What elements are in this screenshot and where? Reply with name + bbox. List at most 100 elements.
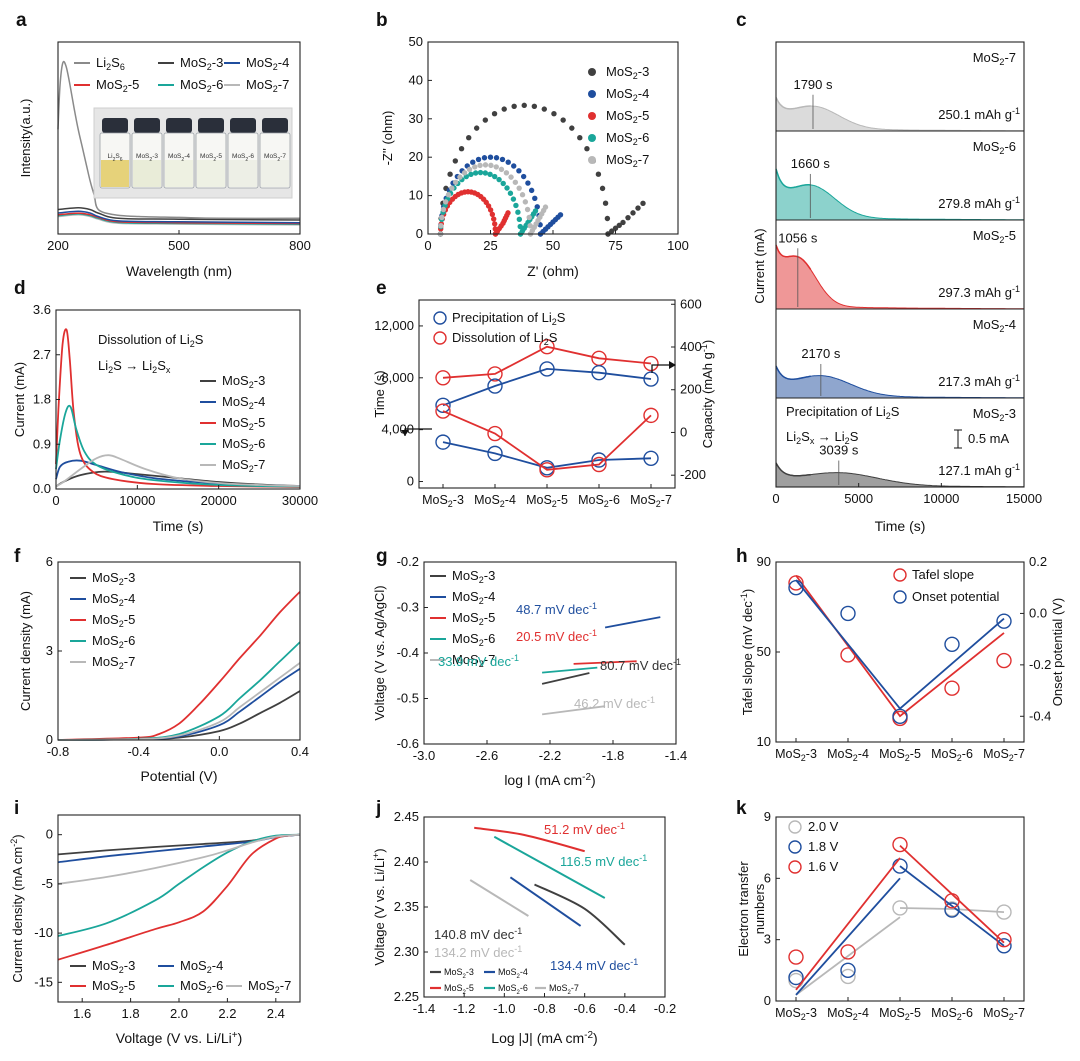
data-point-MoS2-3: [452, 158, 459, 164]
data-point-Dissolution capacity: [435, 403, 451, 419]
fit-line-2.0 V: [899, 907, 1005, 913]
slope-label-MoS2-3: 80.7 mV dec-1: [600, 657, 681, 673]
y-tick-label: -10: [34, 925, 53, 940]
vial-label: MoS2-6: [232, 153, 254, 163]
series-name-MoS2-5: MoS2-5: [973, 228, 1016, 245]
vial-label: MoS2-5: [200, 153, 222, 163]
data-point-MoS2-3: [630, 210, 636, 216]
slope-label-MoS2-4: 134.4 mV dec-1: [550, 957, 638, 973]
series-line-MoS2-4: [775, 365, 811, 380]
legend-entry-MoS2-3: MoS2-3: [452, 568, 495, 585]
data-point-MoS2-6: [487, 171, 493, 178]
y-tick-label: 0: [46, 827, 53, 842]
legend-entry-MoS2-7: MoS2-7: [452, 652, 495, 669]
data-point-MoS2-6: [482, 170, 489, 176]
y-axis-label: Current (mA): [12, 362, 27, 437]
data-point-MoS2-7: [498, 166, 505, 173]
left-axis-arrowhead: [401, 430, 409, 436]
data-point-Precipitation of Li2S: [591, 452, 607, 468]
series-line-MoS2-6: [493, 835, 606, 899]
data-point-Dissolution of Li2S: [487, 366, 503, 382]
y-tick-label: 10: [757, 734, 771, 749]
data-point-MoS2-4: [481, 155, 488, 161]
right-axis-arrow: [651, 364, 674, 373]
data-point-MoS2-7: [461, 170, 468, 176]
legend-entry-MoS2-5: MoS2-5: [606, 108, 649, 125]
data-point-MoS2-4: [493, 155, 500, 161]
data-point-MoS2-6: [507, 190, 514, 196]
legend-marker: [788, 820, 802, 834]
data-point-MoS2-6: [504, 185, 510, 191]
data-point-MoS2-3: [577, 135, 583, 141]
x-tick-label: 30000: [282, 493, 318, 508]
series-name-MoS2-3: MoS2-3: [973, 406, 1016, 423]
data-point-MoS2-4: [557, 212, 564, 218]
series-line-MoS2-4: [57, 210, 301, 224]
x-tick-label: 10000: [923, 491, 959, 506]
legend-marker: [588, 134, 596, 142]
data-point-MoS2-4: [532, 195, 538, 202]
x-tick-label: MoS2-6: [931, 747, 973, 763]
legend-entry-MoS2-5: MoS2-5: [92, 978, 135, 995]
scale-bar-label: 0.5 mA: [968, 431, 1010, 446]
data-point-MoS2-3: [491, 111, 498, 117]
note-reaction: Li2S → Li2Sx: [98, 358, 171, 375]
y-tick-label: -200: [680, 467, 706, 482]
x-axis-label: Wavelength (nm): [126, 263, 232, 279]
data-point-MoS2-7: [519, 192, 526, 198]
data-point-MoS2-7: [439, 214, 445, 221]
y-tick-label: -15: [34, 974, 53, 989]
y-tick-label: 30: [409, 111, 423, 126]
y-tick-label: 2.7: [33, 347, 51, 362]
x-tick-label: 15000: [1006, 491, 1042, 506]
y-tick-label: 0.0: [1029, 605, 1047, 620]
data-point-MoS2-7: [482, 162, 489, 168]
slope-label-MoS2-4: 48.7 mV dec-1: [516, 601, 597, 617]
legend-entry-Tafel slope: Tafel slope: [912, 567, 974, 582]
series-line-MoS2-4: [604, 616, 661, 629]
legend-entry-MoS2-3: MoS2-3: [92, 958, 135, 975]
x-tick-label: -1.0: [493, 1001, 515, 1016]
data-point-2.0 V: [996, 904, 1012, 920]
data-point-MoS2-3: [466, 135, 472, 141]
legend-entry-MoS2-3: MoS2-3: [92, 570, 135, 587]
legend-entry-MoS2-4: MoS2-4: [222, 394, 265, 411]
x-tick-label: MoS2-5: [526, 493, 568, 509]
x-axis-label: Time (s): [153, 518, 204, 534]
series-line-Precipitation capacity: [442, 367, 652, 407]
x-tick-label: -3.0: [413, 748, 435, 763]
panel-letter-e: e: [376, 278, 387, 299]
data-point-Precipitation capacity: [487, 378, 503, 394]
legend-marker: [588, 68, 596, 76]
x-tick-label: 100: [667, 238, 689, 253]
fit-line-1.6 V: [795, 857, 901, 991]
legend-entry-MoS2-3: MoS2-3: [180, 55, 223, 72]
data-point-MoS2-3: [635, 205, 641, 211]
fit-line-2.0 V: [795, 916, 901, 996]
data-point-Onset potential: [944, 636, 960, 652]
data-point-MoS2-3: [447, 171, 453, 177]
legend-entry-MoS2-6: MoS2-6: [92, 633, 135, 650]
series-line-MoS2-4: [57, 668, 301, 741]
series-line-MoS2-3: [57, 207, 301, 221]
x-tick-label: -1.2: [453, 1001, 475, 1016]
x-tick-label: 25: [483, 238, 497, 253]
legend-marker: [893, 590, 907, 604]
legend-entry-MoS2-5: MoS2-5: [222, 415, 265, 432]
x-tick-label: MoS2-6: [578, 493, 620, 509]
legend-entry-MoS2-6: MoS2-6: [606, 130, 649, 147]
data-point-Tafel slope: [840, 647, 856, 663]
data-point-MoS2-7: [472, 164, 478, 170]
series-line-MoS2-5: [57, 591, 301, 741]
x-tick-label: -2.6: [476, 748, 498, 763]
data-point-MoS2-7: [527, 222, 533, 229]
data-point-MoS2-3: [612, 225, 619, 231]
legend-entry-MoS2-7: MoS2-7: [92, 654, 135, 671]
data-point-Precipitation capacity: [539, 361, 555, 377]
series-line-Li2S6: [57, 60, 301, 220]
x-axis-label: log I (mA cm-2): [504, 772, 595, 788]
x-tick-label: 1.6: [73, 1006, 91, 1021]
y-tick-label: 6: [764, 870, 771, 885]
legend-entry-MoS2-4: MoS2-4: [92, 591, 135, 608]
legend-entry-Precipitation of Li2S: Precipitation of Li2S: [452, 310, 566, 327]
